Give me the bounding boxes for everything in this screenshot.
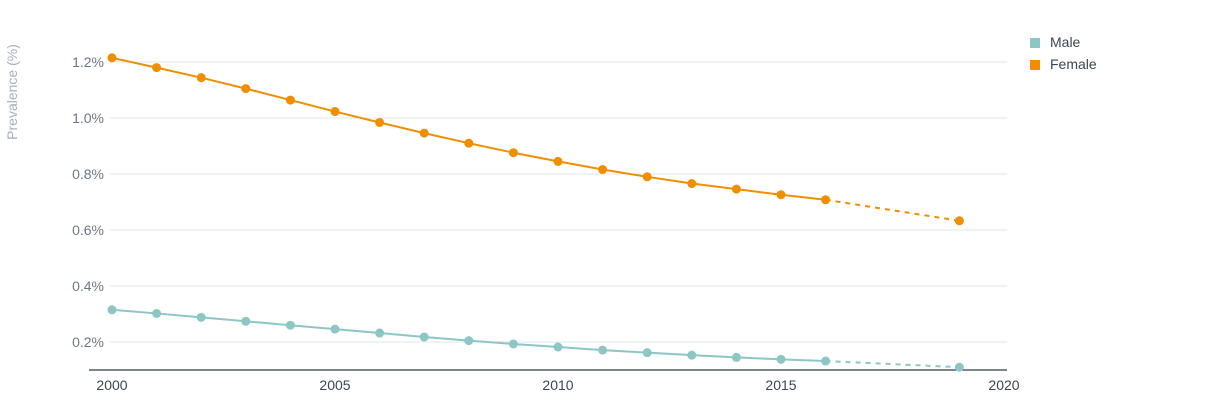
data-point[interactable] — [508, 339, 518, 349]
x-tick-label: 2015 — [765, 377, 796, 393]
y-tick-label: 0.2% — [72, 334, 104, 350]
y-tick-label: 1.0% — [72, 110, 104, 126]
data-point[interactable] — [508, 148, 518, 158]
x-tick-label: 2010 — [542, 377, 573, 393]
y-axis-ticks: 0.2% 0.4% 0.6% 0.8% 1.0% 1.2% — [72, 54, 104, 350]
data-point[interactable] — [642, 172, 652, 182]
data-point[interactable] — [553, 342, 563, 352]
x-axis-ticks: 2000 2005 2010 2015 2020 — [96, 377, 1019, 393]
data-point[interactable] — [419, 128, 429, 138]
data-point[interactable] — [464, 336, 474, 346]
series-line-solid — [111, 308, 826, 363]
data-point[interactable] — [375, 117, 385, 127]
legend-swatch-female — [1030, 60, 1040, 70]
series-layer — [107, 53, 964, 372]
y-tick-label: 0.8% — [72, 166, 104, 182]
data-point[interactable] — [598, 165, 608, 175]
series-line-projection — [825, 198, 960, 222]
data-point[interactable] — [152, 63, 162, 73]
data-point[interactable] — [107, 305, 117, 315]
data-point[interactable] — [152, 308, 162, 318]
data-point[interactable] — [196, 312, 206, 322]
series-line-solid — [111, 56, 826, 201]
x-tick-label: 2020 — [988, 377, 1019, 393]
legend-item-female[interactable]: Female — [1030, 56, 1097, 72]
gridlines — [110, 61, 1007, 343]
data-point[interactable] — [687, 350, 697, 360]
data-point[interactable] — [954, 216, 964, 226]
data-point[interactable] — [687, 179, 697, 189]
data-point[interactable] — [285, 320, 295, 330]
legend-swatch-male — [1030, 38, 1040, 48]
series-line-projection — [825, 360, 960, 369]
x-tick-label: 2005 — [319, 377, 350, 393]
x-tick-label: 2000 — [96, 377, 127, 393]
data-point[interactable] — [241, 316, 251, 326]
data-point[interactable] — [419, 332, 429, 342]
data-point[interactable] — [642, 348, 652, 358]
legend-item-male[interactable]: Male — [1030, 34, 1081, 50]
data-point[interactable] — [464, 138, 474, 148]
data-point[interactable] — [375, 328, 385, 338]
data-point[interactable] — [107, 53, 117, 63]
y-tick-label: 0.6% — [72, 222, 104, 238]
data-point[interactable] — [954, 362, 964, 372]
data-point[interactable] — [553, 156, 563, 166]
series-male — [107, 305, 964, 372]
data-point[interactable] — [241, 84, 251, 94]
legend: Male Female — [1030, 34, 1097, 72]
data-point[interactable] — [821, 356, 831, 366]
data-point[interactable] — [731, 184, 741, 194]
data-point[interactable] — [330, 107, 340, 117]
data-point[interactable] — [330, 324, 340, 334]
data-point[interactable] — [285, 95, 295, 105]
data-point[interactable] — [731, 352, 741, 362]
data-point[interactable] — [821, 195, 831, 205]
data-point[interactable] — [776, 354, 786, 364]
data-point[interactable] — [598, 345, 608, 355]
legend-label-female: Female — [1050, 56, 1097, 72]
data-point[interactable] — [196, 73, 206, 83]
y-axis-title: Prevalence (%) — [4, 44, 20, 140]
legend-label-male: Male — [1050, 34, 1081, 50]
y-tick-label: 1.2% — [72, 54, 104, 70]
data-point[interactable] — [776, 190, 786, 200]
series-female — [107, 53, 964, 226]
y-tick-label: 0.4% — [72, 278, 104, 294]
